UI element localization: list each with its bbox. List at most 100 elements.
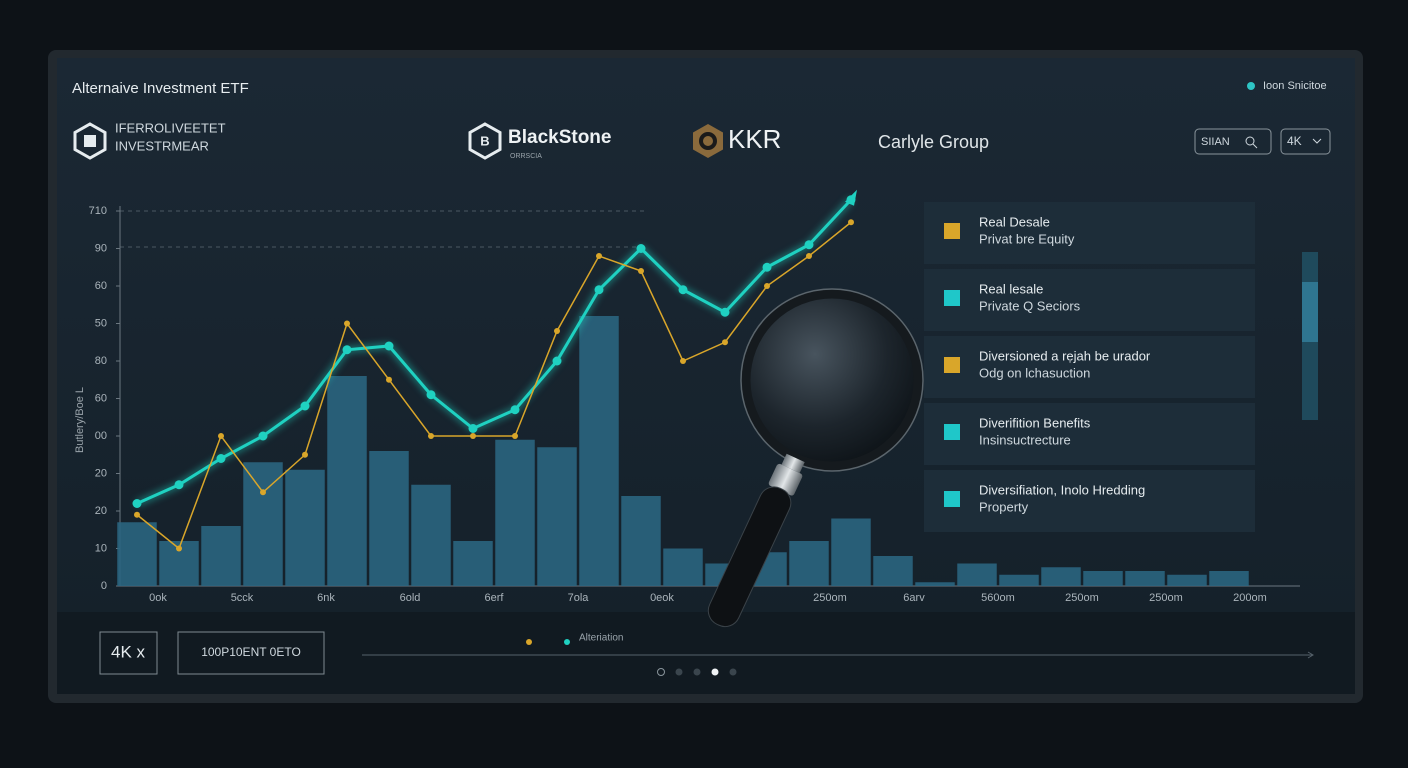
logo-text: INVESTRMEAR [115, 138, 209, 153]
point [132, 499, 142, 508]
point [260, 489, 266, 496]
page-dot[interactable] [675, 668, 683, 676]
x-tick-label: 0ok [149, 592, 167, 604]
magnifier [707, 288, 924, 628]
status-text: Ioon Snicitoe [1263, 80, 1327, 92]
panel-item[interactable] [924, 403, 1255, 465]
lens-rim [740, 288, 924, 472]
legend-dot [564, 639, 570, 645]
y-tick-label: 80 [95, 355, 107, 367]
legend-label: Alteriation [579, 633, 623, 644]
y-tick-label: 60 [95, 280, 107, 292]
bar [117, 522, 157, 586]
logo-text: Carlyle Group [878, 132, 989, 152]
item-icon [944, 223, 960, 239]
bar [1041, 567, 1081, 586]
line [136, 198, 853, 505]
item-subtitle: Private Q Seciors [979, 298, 1081, 313]
lens [746, 294, 918, 466]
point [762, 262, 772, 272]
logo-icon [693, 124, 723, 158]
bar [495, 439, 535, 586]
bar [999, 574, 1039, 586]
page-dot[interactable] [693, 668, 701, 676]
point [554, 328, 560, 334]
point [594, 285, 604, 295]
lens-rim [741, 289, 923, 471]
y-tick-label: 90 [95, 242, 107, 254]
arrow-head [845, 189, 857, 206]
x-tick-label: 6old [400, 592, 421, 604]
point [804, 240, 814, 250]
title: Alternaive Investment ETF [72, 80, 249, 97]
point [470, 433, 476, 439]
side-panel: Real Desale Privat bre Equity Real lesale P… [924, 202, 1255, 532]
panel-item[interactable] [924, 269, 1255, 331]
scroll-thumb[interactable] [1302, 282, 1318, 342]
bar [411, 484, 451, 586]
bar [1209, 571, 1249, 586]
bar [789, 541, 829, 586]
y-tick-label: 00 [95, 430, 107, 442]
panel-item[interactable] [924, 336, 1255, 398]
panel-item[interactable] [924, 470, 1255, 532]
timeline-arrow [1307, 651, 1314, 659]
search-icon [1252, 143, 1258, 149]
item-subtitle: Odg on lchasuction [979, 365, 1090, 380]
point [638, 268, 644, 274]
point [468, 424, 478, 433]
bar [453, 541, 493, 586]
point [134, 511, 140, 518]
y-tick-label: 50 [95, 317, 107, 329]
x-tick-label: 250om [1149, 592, 1183, 604]
logo-icon [84, 135, 96, 147]
search-box[interactable] [1194, 128, 1272, 155]
footer-bar [57, 612, 1355, 694]
bar [831, 518, 871, 586]
footer-button[interactable] [177, 631, 325, 675]
zoom-box[interactable] [99, 631, 158, 675]
item-icon [944, 290, 960, 306]
y-tick-label: 710 [89, 205, 107, 217]
page-dot[interactable] [657, 668, 665, 676]
point [512, 433, 518, 439]
page-dot[interactable] [711, 668, 719, 676]
point [176, 545, 182, 552]
svg-text:B: B [480, 133, 489, 148]
item-title: Diversifiation, Inolo Hredding [979, 482, 1145, 497]
point [216, 454, 226, 463]
panel-item[interactable] [924, 202, 1255, 264]
point [426, 390, 436, 400]
x-tick-label: 250om [813, 592, 847, 604]
footer-button-text: 100P10ENT 0ETO [201, 645, 301, 659]
bar [369, 451, 409, 586]
point [342, 345, 352, 355]
point [300, 401, 310, 411]
point [720, 307, 730, 317]
handle-collar [781, 453, 805, 474]
x-tick-label: 6erf [485, 592, 505, 604]
plot: 0 10 20 20 00 60 80 50 60 90 710 0ok 5cck 6nk 6old 6erf… [89, 189, 1300, 604]
item-subtitle: Privat bre Equity [979, 231, 1075, 246]
dropdown[interactable] [1280, 128, 1331, 155]
point [174, 480, 184, 490]
y-tick-label: 20 [95, 505, 107, 517]
y-tick-label: 60 [95, 392, 107, 404]
y-tick-label: 20 [95, 467, 107, 479]
logo-icon [468, 122, 502, 160]
x-tick-label: 250om [1065, 592, 1099, 604]
bar [915, 582, 955, 586]
search-icon [1245, 136, 1255, 146]
legend-dot [526, 639, 532, 645]
x-tick-label: 7ola [568, 592, 590, 604]
status-icon [1247, 82, 1255, 90]
point [764, 283, 770, 289]
bar [579, 316, 619, 586]
point [218, 433, 224, 439]
bar [663, 548, 703, 586]
handle [707, 486, 792, 628]
page-dot[interactable] [729, 668, 737, 676]
item-title: Real lesale [979, 281, 1043, 296]
